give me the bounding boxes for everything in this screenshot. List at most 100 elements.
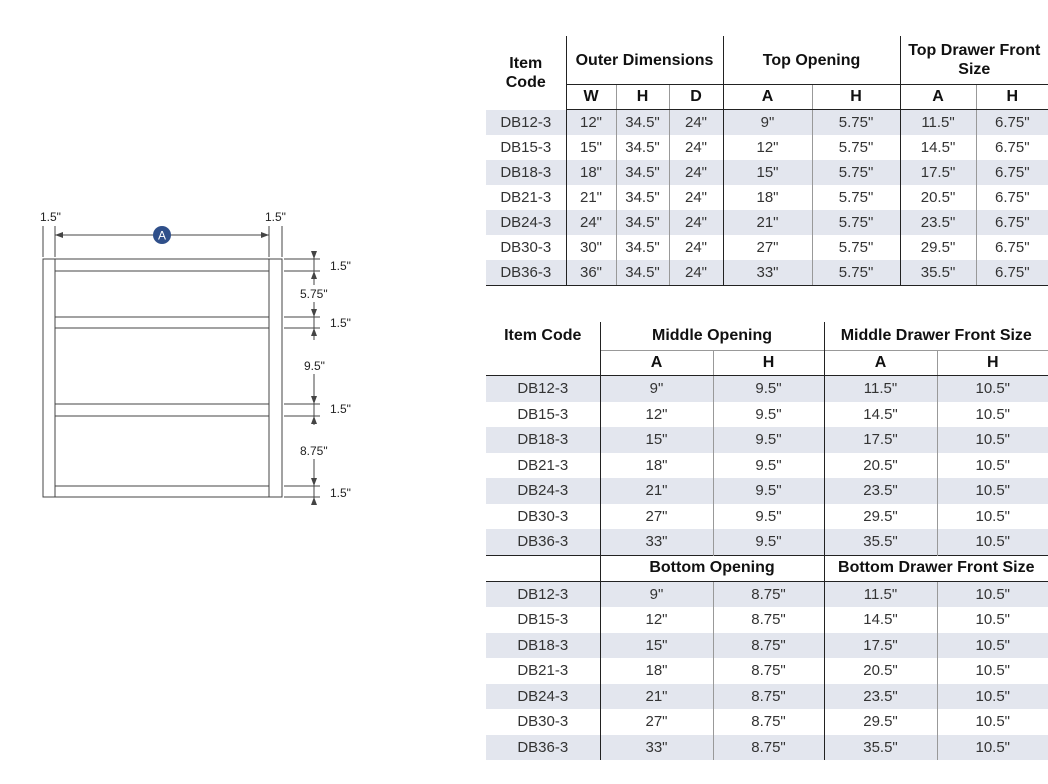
col-header-h: H (936, 350, 1048, 376)
dimension-cell: 29.5" (899, 235, 977, 260)
col-header-h: H (712, 350, 824, 376)
middle-drawer-front-size-header: Middle Drawer Front Size (823, 322, 1048, 351)
item-code-cell: DB30-3 (517, 507, 569, 525)
dimension-cell: 18" (599, 452, 713, 478)
dimension-cell: 10.5" (936, 503, 1048, 529)
dimension-cell: 35.5" (899, 260, 977, 286)
dimension-cell: 29.5" (823, 709, 937, 735)
table-row: DB24-3 21" 8.75" 23.5" 10.5" (486, 683, 1048, 709)
middle-opening-header: Middle Opening (599, 322, 824, 351)
item-code-cell: DB12-3 (486, 375, 600, 402)
dimension-cell: 9.5" (712, 503, 824, 529)
dimension-cell: 33" (599, 734, 713, 760)
dimension-cell: 10.5" (936, 683, 1048, 709)
col-header-w: W (565, 84, 616, 110)
item-code-cell: DB36-3 (486, 260, 566, 286)
dimension-cell: 10.5" (936, 375, 1048, 402)
arrowhead (311, 328, 317, 336)
item-code-cell: DB30-3 (517, 713, 569, 731)
dimension-cell: 12" (599, 607, 713, 633)
dimension-cell: 8.75" (712, 734, 824, 760)
dimension-cell: 10.5" (936, 427, 1048, 453)
blank-header-cell (486, 554, 600, 582)
rail-2-label: 1.5" (330, 316, 351, 330)
item-code-cell: DB18-3 (486, 427, 600, 453)
dimension-cell: 23.5" (899, 210, 977, 235)
arrowhead (311, 251, 317, 259)
dimension-cell: 27" (599, 503, 713, 529)
dimension-cell: 24" (668, 210, 724, 235)
dimension-cell: 6.75" (975, 135, 1048, 160)
dimension-cell: 11.5" (899, 109, 977, 135)
dimension-cell: 8.75" (712, 607, 824, 633)
col-header-h: H (975, 84, 1048, 110)
dimension-cell: 8.75" (712, 683, 824, 709)
table-row: DB15-3 12" 8.75" 14.5" 10.5" (486, 607, 1048, 633)
dimension-cell: 27" (722, 235, 813, 260)
item-code-cell: DB24-3 (486, 210, 566, 235)
dimension-cell: 9.5" (712, 401, 824, 427)
dimension-cell: 14.5" (823, 401, 937, 427)
col-header-h: H (615, 84, 669, 110)
dimension-cell: 20.5" (823, 452, 937, 478)
dimension-cell: 12" (722, 135, 813, 160)
item-code-cell: DB21-3 (517, 662, 569, 680)
item-code-header: Item Code (505, 54, 546, 91)
dimension-cell: 12" (599, 401, 713, 427)
item-code-cell: DB21-3 (500, 189, 552, 206)
middle-opening-label: 9.5" (304, 359, 325, 373)
table-row: DB15-3 12" 9.5" 14.5" 10.5" (486, 401, 1048, 427)
arrowhead (311, 271, 317, 279)
item-code-cell: DB36-3 (486, 529, 600, 555)
table-row: DB12-3 9" 9.5" 11.5" 10.5" (486, 375, 1048, 402)
item-code-cell: DB18-3 (486, 160, 566, 185)
top-opening-header: Top Opening (722, 36, 901, 85)
dimension-cell: 15" (599, 632, 713, 658)
dimension-cell: 6.75" (975, 210, 1048, 235)
dimension-cell: 24" (668, 260, 724, 286)
item-code-cell: DB18-3 (486, 632, 600, 658)
table-row: DB24-3 24" 34.5" 24" 21" 5.75" 23.5" 6.75" (486, 210, 1048, 235)
dimension-cell: 33" (722, 260, 813, 286)
dimension-cell: 5.75" (811, 135, 901, 160)
dimension-cell: 20.5" (823, 658, 937, 684)
dimension-cell: 24" (565, 210, 616, 235)
dimension-cell: 5.75" (811, 235, 901, 260)
dimension-cell: 23.5" (823, 683, 937, 709)
arrowhead (311, 416, 317, 424)
bottom-drawer-front-size-header: Bottom Drawer Front Size (823, 554, 1048, 582)
dimension-cell: 24" (668, 160, 724, 185)
dimension-cell: 5.75" (811, 160, 901, 185)
table-row: DB30-3 27" 8.75" 29.5" 10.5" (486, 709, 1048, 735)
dimension-cell: 24" (668, 109, 724, 135)
dimension-cell: 35.5" (823, 734, 937, 760)
dimension-cell: 10.5" (936, 709, 1048, 735)
dimension-cell: 35.5" (823, 529, 937, 555)
arrowhead (311, 309, 317, 317)
dimension-cell: 30" (565, 235, 616, 260)
dimension-cell: 5.75" (811, 185, 901, 210)
dimension-cell: 14.5" (899, 135, 977, 160)
table-row: DB30-3 27" 9.5" 29.5" 10.5" (486, 503, 1048, 529)
dimension-cell: 9" (599, 581, 713, 607)
dimension-cell: 8.75" (712, 658, 824, 684)
dimension-cell: 6.75" (975, 235, 1048, 260)
top-dimensions-table: Item Code Outer Dimensions Top Opening T… (486, 36, 1048, 286)
dimension-cell: 6.75" (975, 185, 1048, 210)
dimension-cell: 5.75" (811, 109, 901, 135)
dimension-cell: 8.75" (712, 632, 824, 658)
item-code-cell: DB12-3 (486, 109, 566, 135)
dimension-cell: 10.5" (936, 452, 1048, 478)
dimension-cell: 34.5" (615, 160, 669, 185)
table-row: DB12-3 12" 34.5" 24" 9" 5.75" 11.5" 6.75" (486, 109, 1048, 135)
bottom-opening-header: Bottom Opening (599, 554, 824, 582)
dimension-cell: 34.5" (615, 185, 669, 210)
dimension-cell: 24" (668, 235, 724, 260)
rail-4-label: 1.5" (330, 486, 351, 500)
dimension-cell: 18" (565, 160, 616, 185)
col-header-a: A (599, 350, 713, 376)
dimension-cell: 9.5" (712, 427, 824, 453)
dimension-cell: 15" (565, 135, 616, 160)
item-code-cell: DB12-3 (486, 581, 600, 607)
right-stile-label: 1.5" (265, 210, 286, 224)
